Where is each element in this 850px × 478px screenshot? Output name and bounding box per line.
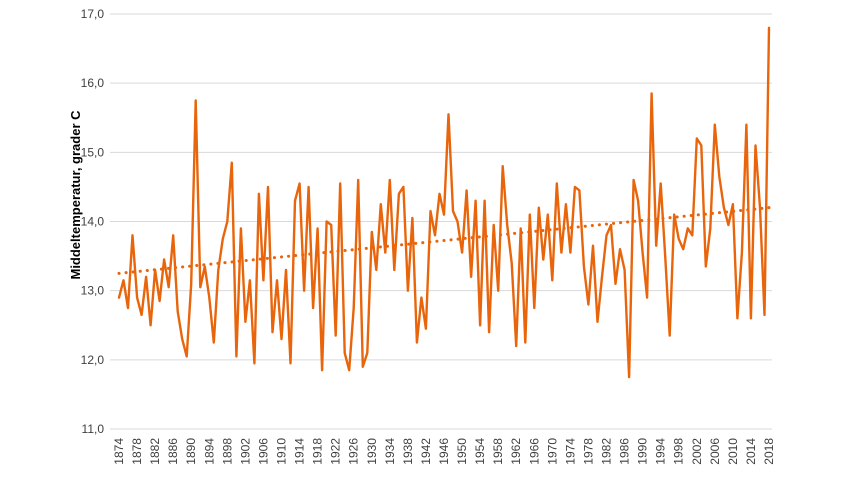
y-tick-label: 15,0	[81, 145, 105, 159]
y-tick-label: 11,0	[82, 422, 105, 436]
x-tick-label: 2014	[744, 438, 758, 465]
temperature-series-line	[117, 26, 771, 379]
y-tick-label: 12,0	[81, 353, 105, 367]
x-tick-label: 1962	[509, 438, 523, 465]
y-tick-label: 16,0	[81, 76, 105, 90]
x-tick-label: 1966	[527, 438, 541, 465]
x-tick-label: 1874	[112, 438, 126, 465]
x-tick-label: 2010	[726, 438, 740, 465]
y-tick-label: 13,0	[81, 284, 105, 298]
x-tick-label: 1998	[672, 438, 686, 465]
x-tick-label: 1990	[636, 438, 650, 465]
x-tick-label: 1954	[473, 438, 487, 465]
x-tick-label: 1902	[238, 438, 252, 465]
x-tick-label: 1994	[654, 438, 668, 465]
x-tick-label: 1926	[347, 438, 361, 465]
x-tick-label: 1922	[329, 438, 343, 465]
x-tick-label: 1914	[293, 438, 307, 465]
y-axis-title: Middeltemperatur, grader C	[68, 110, 83, 280]
x-tick-label: 1930	[365, 438, 379, 465]
x-tick-label: 2002	[690, 438, 704, 465]
x-tick-label: 1982	[600, 438, 614, 465]
x-tick-label: 1958	[491, 438, 505, 465]
x-tick-label: 1938	[401, 438, 415, 465]
x-tick-label: 1878	[130, 438, 144, 465]
x-tick-label: 1890	[184, 438, 198, 465]
x-tick-label: 1942	[419, 438, 433, 465]
x-tick-label: 1950	[455, 438, 469, 465]
x-tick-label: 1906	[256, 438, 270, 465]
x-tick-label: 1978	[581, 438, 595, 465]
x-tick-label: 1910	[275, 438, 289, 465]
x-tick-label: 1886	[166, 438, 180, 465]
x-tick-label: 1934	[383, 438, 397, 465]
y-tick-label: 14,0	[81, 215, 105, 229]
x-tick-label: 1986	[618, 438, 632, 465]
x-tick-label: 1946	[437, 438, 451, 465]
x-tick-label: 1918	[311, 438, 325, 465]
x-tick-label: 2018	[762, 438, 776, 465]
x-tick-label: 1970	[545, 438, 559, 465]
x-tick-label: 1974	[563, 438, 577, 465]
x-tick-label: 2006	[708, 438, 722, 465]
y-tick-label: 17,0	[81, 7, 105, 21]
x-tick-label: 1898	[220, 438, 234, 465]
x-tick-label: 1894	[202, 438, 216, 465]
trend-dotted-line	[117, 206, 771, 275]
x-tick-label: 1882	[148, 438, 162, 465]
